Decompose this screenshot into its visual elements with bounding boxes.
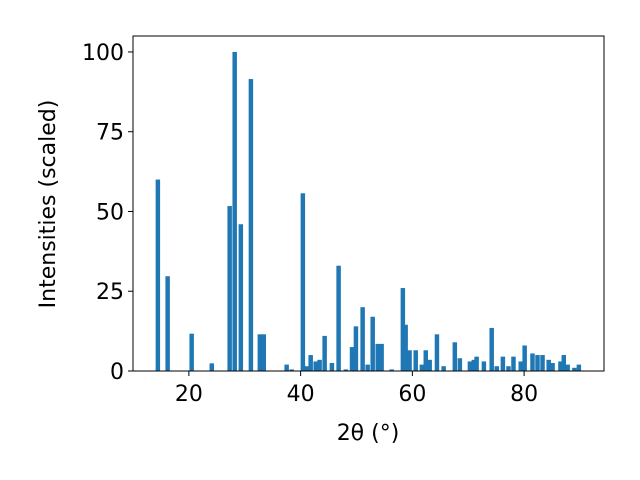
bar [248,79,254,372]
bar [375,343,380,371]
bar [289,369,294,371]
bar [403,324,408,371]
bar [518,361,523,371]
x-tick-label: 20 [175,382,203,407]
bar [407,350,412,371]
bar [530,353,535,371]
bar [481,361,487,371]
x-axis-label: 2θ (°) [337,421,400,446]
x-tick-label: 80 [510,382,538,407]
bar [336,265,341,371]
bar [155,179,161,371]
bar [313,361,318,371]
bar [550,363,555,371]
bar [370,316,375,371]
bar [257,334,263,371]
bar [400,288,406,371]
bar [308,355,313,371]
bar [471,359,477,371]
bar [565,364,570,371]
bar [546,359,551,371]
bar [317,359,322,371]
x-tick-label: 60 [398,382,426,407]
bar [494,366,499,371]
bar [427,359,432,371]
bar [349,347,355,371]
y-tick-label: 0 [110,360,124,385]
y-axis-label: Intensities (scaled) [36,100,61,309]
bar [441,366,446,371]
bar [511,356,516,371]
bar [227,206,232,371]
bar [423,350,429,371]
bar [561,355,567,371]
y-tick-label: 50 [96,200,124,225]
bar [576,364,582,371]
x-tick-label: 40 [287,382,315,407]
bar [500,356,506,371]
bar [329,363,335,371]
y-tick-label: 100 [82,41,124,66]
bar [452,342,458,371]
bar [360,307,365,371]
bar [540,355,545,371]
bar [467,361,473,371]
bar [353,326,359,371]
bar [434,334,440,371]
bar [165,276,170,371]
bar [379,343,384,371]
bar [284,364,289,371]
bar [238,224,244,371]
bar [413,350,418,371]
bar [489,327,494,371]
bar [322,335,327,371]
bar [535,355,540,371]
bar [572,367,577,371]
bar [189,333,194,371]
bar [506,366,511,371]
bar [558,361,563,371]
bar [304,366,309,371]
bar [261,334,266,371]
bar [365,364,370,371]
bar [343,369,349,371]
bar [474,356,479,371]
bar [389,369,394,371]
bar [209,363,215,371]
bar [419,364,425,371]
y-tick-label: 25 [96,280,124,305]
bar [522,345,527,371]
bar [232,51,237,371]
y-tick-label: 75 [96,121,124,146]
bar [457,358,463,371]
plot-frame [132,35,605,372]
bar [300,193,306,371]
